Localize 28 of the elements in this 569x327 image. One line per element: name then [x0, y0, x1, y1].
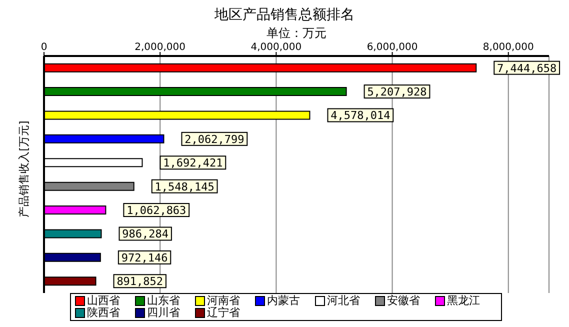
- legend-label: 安徽省: [387, 294, 420, 307]
- data-label: 891,852: [116, 275, 164, 288]
- legend-label: 陕西省: [87, 306, 120, 319]
- data-label: 1,548,145: [154, 180, 214, 194]
- data-label: 986,284: [122, 228, 169, 241]
- x-tick-label: 2,000,000: [134, 42, 186, 53]
- data-label: 972,146: [121, 251, 168, 264]
- x-tick-label: 0: [40, 42, 48, 53]
- legend-label: 河北省: [327, 294, 360, 307]
- legend-label: 内蒙古: [267, 294, 300, 307]
- data-label: 1,062,863: [126, 204, 186, 218]
- legend-label: 四川省: [147, 306, 180, 319]
- legend-label: 黑龙江: [447, 294, 480, 307]
- x-tick-label: 8,000,000: [482, 42, 534, 53]
- chart-title: 地区产品销售总额排名: [214, 6, 356, 24]
- x-tick-label: 4,000,000: [250, 42, 302, 53]
- legend-label: 山东省: [147, 294, 180, 307]
- x-tick-label: 6,000,000: [366, 42, 418, 53]
- data-label: 4,578,014: [330, 109, 391, 122]
- legend-label: 山西省: [87, 294, 120, 307]
- data-label: 2,062,799: [184, 132, 244, 146]
- legend-label: 河南省: [207, 294, 240, 307]
- data-label: 5,207,928: [367, 86, 427, 99]
- x-axis-title: 单位：万元: [266, 25, 328, 42]
- data-label: 1,692,421: [163, 156, 223, 170]
- data-label: 7,444,658: [497, 62, 557, 75]
- legend-label: 辽宁省: [207, 306, 240, 319]
- y-axis-title: 产品销售收入[万元]: [16, 120, 32, 218]
